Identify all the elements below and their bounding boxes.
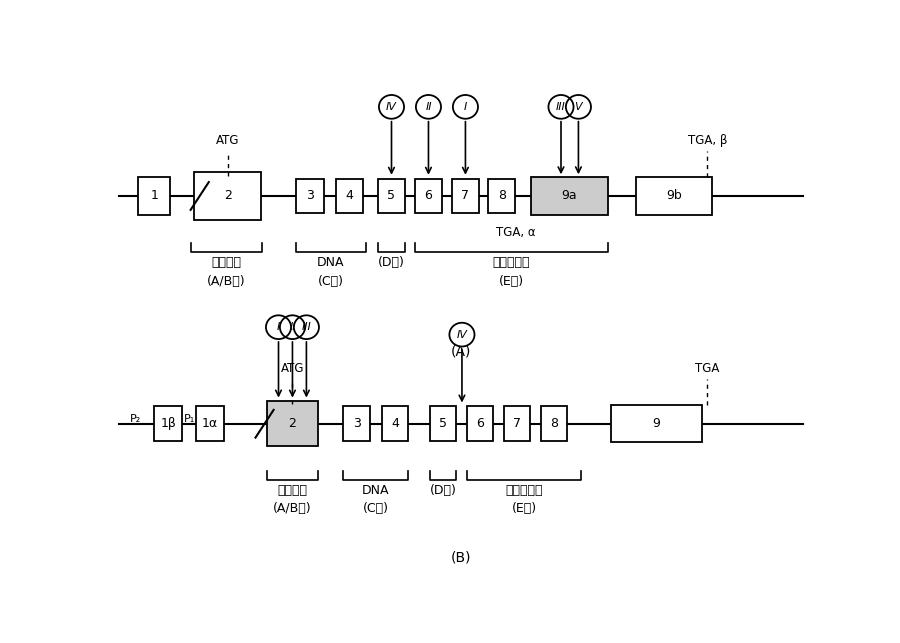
Text: II: II [289,322,296,332]
Text: 9a: 9a [562,190,577,203]
Bar [489,179,515,213]
Text: 2: 2 [289,417,296,430]
Text: 配体结合区: 配体结合区 [505,484,543,496]
Bar [267,401,318,446]
Text: V: V [574,102,582,112]
Text: I: I [277,322,280,332]
Text: (D区): (D区) [378,256,405,269]
Text: III: III [302,322,311,332]
Text: 8: 8 [550,417,558,430]
Text: 1α: 1α [202,417,218,430]
Text: IV: IV [456,330,467,340]
Text: III: III [556,102,566,112]
Text: 5: 5 [439,417,447,430]
Text: 7: 7 [462,190,470,203]
Text: 4: 4 [346,190,354,203]
Text: TGA, β: TGA, β [688,134,727,147]
Bar [504,406,530,441]
Text: P₁: P₁ [184,414,194,424]
Text: DNA: DNA [362,484,389,496]
Text: (B): (B) [451,550,472,565]
Text: ATG: ATG [281,362,304,376]
Text: TGA, α: TGA, α [496,226,536,239]
Bar [337,179,363,213]
Bar [452,179,479,213]
Text: 4: 4 [391,417,399,430]
Text: 3: 3 [353,417,361,430]
Text: 配体结合区: 配体结合区 [492,256,530,269]
Bar [541,406,567,441]
Bar [196,406,224,441]
Bar [531,177,608,215]
Text: I: I [464,102,467,112]
Text: DNA: DNA [317,256,345,269]
Bar [155,406,182,441]
Bar [382,406,409,441]
Bar [194,172,261,219]
Text: 5: 5 [388,190,395,203]
Bar [378,179,405,213]
Text: ATG: ATG [216,134,239,147]
Text: 1β: 1β [160,417,176,430]
Bar [296,179,324,213]
Text: (C区): (C区) [363,502,389,516]
Text: 免疫源区: 免疫源区 [277,484,308,496]
Text: 免疫源区: 免疫源区 [212,256,241,269]
Bar [635,177,713,215]
Text: (A/B区): (A/B区) [273,502,311,516]
Bar [139,177,170,215]
Text: (E区): (E区) [499,275,524,287]
Text: 6: 6 [425,190,432,203]
Text: (D区): (D区) [429,484,456,496]
Text: (A/B区): (A/B区) [207,275,246,287]
Text: 9: 9 [652,417,661,430]
Text: TGA: TGA [696,362,720,376]
Bar [611,405,702,442]
Text: (C区): (C区) [318,275,344,287]
Text: (E区): (E区) [511,502,536,516]
Bar [430,406,456,441]
Text: (A): (A) [451,345,472,359]
Text: P₂: P₂ [130,414,141,424]
Text: II: II [425,102,432,112]
Text: 1: 1 [150,190,158,203]
Text: 2: 2 [223,190,231,203]
Text: 9b: 9b [666,190,682,203]
Text: IV: IV [386,102,397,112]
Text: 6: 6 [476,417,484,430]
Bar [415,179,442,213]
Bar [344,406,370,441]
Bar [467,406,493,441]
Text: 8: 8 [498,190,506,203]
Text: 3: 3 [306,190,314,203]
Text: 7: 7 [513,417,521,430]
